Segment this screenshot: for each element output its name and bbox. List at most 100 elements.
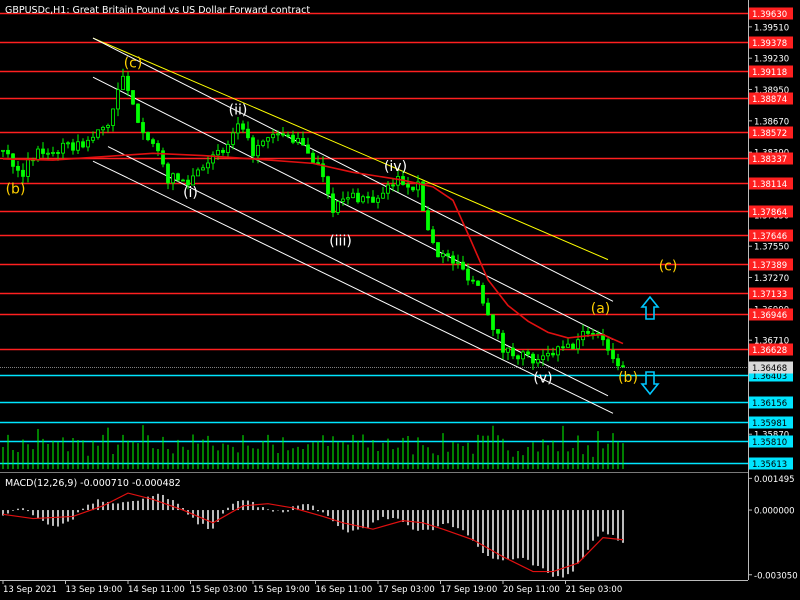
candle-body — [121, 75, 125, 91]
price-pane[interactable]: (b) (c) (i) (ii) (iii) (iv) (v) (a) (b) (c) GBPUS… — [0, 5, 748, 469]
price-level-tag — [749, 126, 793, 139]
time-axis[interactable]: 13 Sep 2021 13 Sep 19:00 14 Sep 11:00 15 Se… — [0, 580, 748, 595]
price-tick-label: 1.37270 — [754, 274, 789, 284]
candle-body — [456, 261, 460, 264]
candle-body — [376, 197, 380, 203]
candle-body — [421, 181, 425, 212]
wave-label: (c) — [659, 258, 678, 274]
candle-body — [356, 192, 360, 203]
candle-body — [176, 173, 180, 181]
candle-body — [386, 184, 390, 194]
candle-body — [506, 347, 510, 353]
price-level-label: 1.36628 — [752, 346, 787, 356]
candles — [1, 68, 625, 371]
current-price-label: 1.36468 — [752, 364, 787, 374]
macd-pane[interactable]: MACD(12,26,9) -0.000710 -0.000482 — [2, 478, 624, 578]
candle-body — [101, 126, 105, 131]
price-level-tag — [749, 7, 793, 20]
macd-tick-label: 0.001495 — [754, 475, 795, 485]
candle-body — [391, 184, 395, 187]
volume-bars — [2, 425, 624, 469]
price-level-tag — [749, 152, 793, 165]
price-level-label: 1.39630 — [752, 10, 787, 20]
price-level-label: 1.38874 — [752, 95, 787, 105]
macd-signal-line — [2, 492, 624, 573]
candle-body — [51, 152, 55, 154]
moving-average-line — [2, 152, 624, 345]
candle-body — [416, 181, 420, 191]
time-tick-labels: 13 Sep 2021 13 Sep 19:00 14 Sep 11:00 15 Se… — [2, 580, 622, 595]
candle-body — [156, 143, 160, 152]
candle-body — [436, 242, 440, 258]
candle-body — [136, 103, 140, 123]
price-level-label: 1.37646 — [752, 232, 787, 242]
wave-label: (iv) — [384, 159, 407, 175]
time-tick-label: 13 Sep 19:00 — [66, 585, 123, 595]
candle-body — [56, 152, 60, 154]
price-level-label: 1.38572 — [752, 129, 787, 139]
wave-label: (b) — [6, 182, 26, 198]
candle-body — [111, 108, 115, 126]
candle-body — [566, 343, 570, 348]
candle-body — [301, 138, 305, 146]
candle-body — [431, 229, 435, 243]
candle-body — [311, 152, 315, 164]
trend-channel-line — [92, 37, 614, 302]
price-axis[interactable]: 1.395101.392301.389501.386701.383901.381… — [748, 0, 798, 581]
candle-body — [231, 132, 235, 145]
candle-body — [91, 136, 95, 141]
candle-body — [106, 125, 110, 128]
candle-body — [561, 346, 565, 349]
candle-body — [471, 279, 475, 282]
candle-body — [26, 159, 30, 177]
candle-body — [451, 255, 455, 264]
candle-body — [201, 167, 205, 171]
candle-body — [211, 154, 215, 164]
candle-body — [491, 314, 495, 330]
candle-body — [551, 352, 555, 356]
wave-label: (i) — [183, 185, 198, 201]
price-level-tag — [749, 343, 793, 356]
candle-body — [306, 144, 310, 154]
time-tick-label: 17 Sep 03:00 — [378, 585, 435, 595]
candle-body — [126, 75, 130, 91]
time-tick-label: 16 Sep 11:00 — [316, 585, 373, 595]
candle-body — [496, 329, 500, 334]
candle-body — [501, 332, 505, 353]
time-tick-label: 13 Sep 2021 — [3, 585, 57, 595]
price-level-label: 1.38114 — [752, 180, 787, 190]
price-tick-label: 1.38950 — [754, 86, 789, 96]
current-price-tag — [749, 361, 793, 374]
candle-body — [366, 196, 370, 199]
candle-body — [166, 163, 170, 184]
candle-body — [536, 359, 540, 364]
candle-body — [61, 142, 65, 154]
price-level-label: 1.37864 — [752, 208, 787, 218]
candle-body — [611, 349, 615, 360]
candle-body — [396, 176, 400, 186]
candle-body — [541, 355, 545, 360]
wave-label: (ii) — [229, 103, 248, 119]
candle-body — [486, 302, 490, 316]
candle-body — [576, 339, 580, 350]
price-level-label: 1.36946 — [752, 311, 787, 321]
candle-body — [516, 355, 520, 360]
candle-body — [321, 163, 325, 178]
time-tick-label: 15 Sep 03:00 — [191, 585, 248, 595]
candle-body — [146, 132, 150, 141]
candle-body — [161, 150, 165, 165]
candle-body — [556, 346, 560, 356]
price-level-tag — [749, 287, 793, 300]
wave-label: (c) — [124, 56, 143, 72]
price-level-tag — [749, 308, 793, 321]
price-level-label: 1.36156 — [752, 399, 787, 409]
trend-channel-line — [92, 76, 614, 340]
candle-body — [221, 149, 225, 153]
candle-body — [141, 122, 145, 133]
price-level-tag — [749, 177, 793, 190]
candle-body — [96, 129, 100, 138]
candle-body — [151, 139, 155, 144]
wave-label: (a) — [591, 301, 611, 317]
price-level-tag — [749, 258, 793, 271]
